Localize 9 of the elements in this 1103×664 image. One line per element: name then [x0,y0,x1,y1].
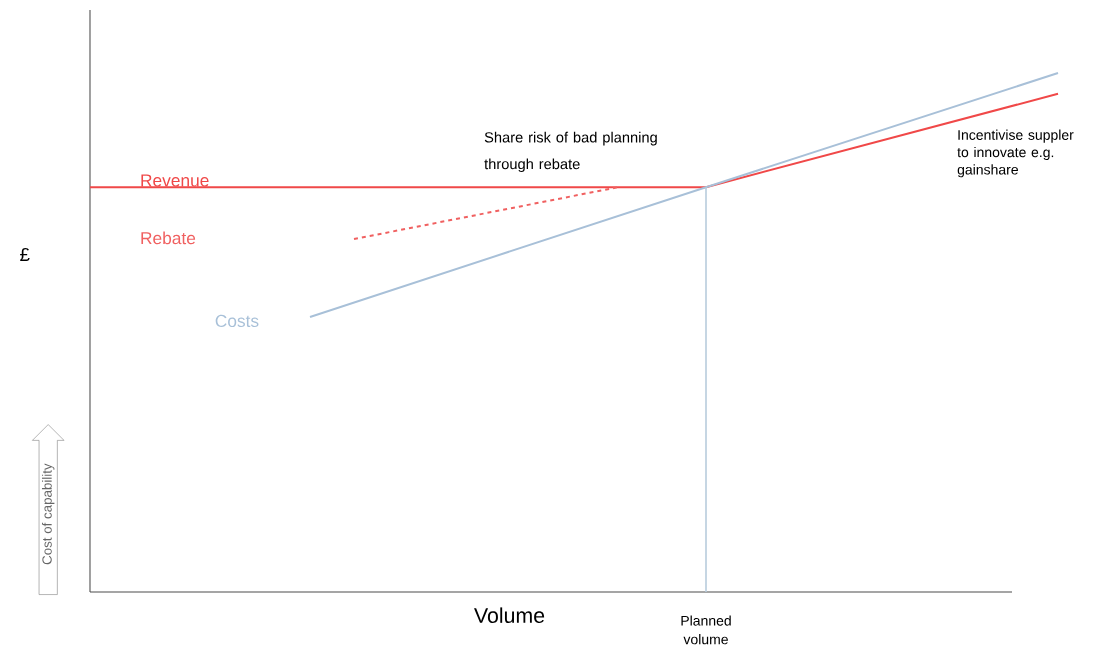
text: Rebate [141,231,196,245]
annotation: Incentivise suppler to innovate e.g. gainshare [957,129,1074,178]
text: Costs [215,314,259,328]
series-label: Revenue [141,174,209,187]
y-axis-title: £ [20,247,30,261]
text: Planned volume [681,615,731,645]
text: Cost of capability [41,463,55,565]
x-axis-title: Volume [474,607,545,624]
annotation: Share risk of bad planning through rebate [484,131,657,173]
